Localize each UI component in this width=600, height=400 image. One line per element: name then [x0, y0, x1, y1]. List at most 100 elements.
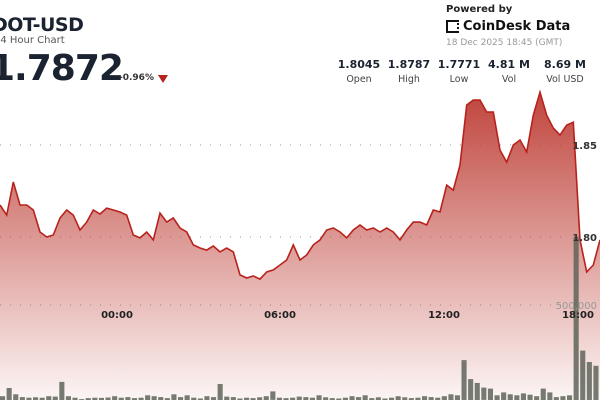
x-tick-label: 18:00 [562, 310, 594, 321]
stat-value: 1.8787 [387, 58, 431, 71]
stat-value: 1.8045 [337, 58, 381, 71]
y-tick-label: 1.80 [572, 233, 597, 244]
price-area [0, 92, 600, 400]
stat-vol: 4.81 M Vol [484, 58, 534, 85]
coindesk-logo-icon [446, 20, 459, 33]
timestamp: 18 Dec 2025 18:45 (GMT) [446, 38, 563, 48]
volume-bar [547, 392, 553, 400]
volume-bar [263, 396, 269, 400]
volume-bar [329, 398, 335, 400]
volume-bar [138, 397, 144, 400]
volume-bar [342, 397, 348, 400]
volume-bar [494, 395, 500, 400]
volume-bar [296, 396, 302, 400]
volume-bar [474, 382, 480, 400]
brand-block: Powered by CoinDesk Data 18 Dec 2025 18:… [446, 4, 596, 48]
volume-bar [336, 398, 342, 400]
volume-bar [33, 397, 39, 400]
volume-bar [197, 398, 203, 400]
volume-bar [501, 392, 507, 400]
volume-bar [6, 388, 12, 400]
volume-bar [375, 397, 381, 400]
volume-bar [178, 397, 184, 400]
volume-bar [507, 394, 513, 400]
volume-bar [59, 381, 65, 400]
volume-bar [481, 387, 487, 400]
volume-tick-label: 500,000 [556, 301, 597, 312]
price-line [0, 89, 600, 281]
volume-bar [118, 397, 124, 400]
stat-label: Low [449, 74, 469, 85]
volume-bar [316, 395, 322, 400]
x-tick-label: 12:00 [428, 310, 460, 321]
volume-bar [270, 391, 276, 400]
volume-bar [250, 398, 256, 400]
y-tick-label: 1.85 [572, 141, 597, 152]
volume-bar [402, 397, 408, 400]
volume-bar [125, 397, 131, 400]
volume-bar [39, 397, 45, 400]
volume-bar [540, 388, 546, 400]
volume-bar [191, 397, 197, 400]
volume-bar [468, 379, 474, 400]
volume-bar [389, 397, 395, 400]
volume-bar [527, 394, 533, 400]
volume-bar [290, 397, 296, 400]
volume-bar [92, 397, 98, 400]
volume-bar [105, 397, 111, 400]
stat-label: Vol [501, 74, 517, 85]
volume-bar [244, 397, 250, 400]
volume-bar [487, 388, 493, 400]
chart-title: DOT-USD [0, 14, 84, 36]
volume-bar [0, 396, 6, 400]
volume-bar [586, 362, 592, 400]
volume-bar [98, 397, 104, 400]
volume-bar [580, 350, 586, 400]
volume-bar [224, 396, 230, 400]
volume-bar [72, 397, 78, 400]
x-tick-label: 06:00 [264, 310, 296, 321]
volume-bar [534, 396, 540, 400]
volume-bar [382, 398, 388, 400]
volume-bar [454, 395, 460, 400]
volume-bar [26, 397, 32, 400]
current-price: 1.7872 [0, 48, 124, 89]
stat-label: Open [346, 74, 372, 85]
volume-bar [217, 384, 223, 400]
brand-name: CoinDesk Data [463, 19, 571, 34]
volume-bar [52, 396, 58, 400]
stat-label: High [398, 74, 420, 85]
volume-bar [204, 396, 210, 400]
volume-bar [422, 396, 428, 400]
volume-bar [356, 397, 362, 400]
volume-bar [435, 397, 441, 400]
volume-bar [560, 396, 566, 400]
volume-bar [237, 398, 243, 400]
volume-bar [184, 395, 190, 400]
brand-logo: CoinDesk Data [446, 19, 570, 34]
volume-bar [158, 397, 164, 400]
volume-bar [573, 236, 579, 400]
volume-bar [520, 393, 526, 400]
volume-bar [283, 398, 289, 400]
price-change: -0.96% [119, 73, 154, 83]
volume-bar [461, 360, 467, 400]
volume-bar [131, 398, 137, 400]
volume-bar [395, 396, 401, 400]
volume-bar [514, 395, 520, 400]
volume-bar [408, 398, 414, 400]
down-arrow-icon [158, 75, 168, 83]
volume-bar [567, 395, 573, 400]
volume-bar [441, 396, 447, 400]
volume-bar [65, 396, 71, 400]
powered-by-label: Powered by [446, 4, 513, 15]
volume-bar [303, 397, 309, 400]
volume-bar [171, 394, 177, 400]
volume-bar [276, 397, 282, 400]
volume-bar [369, 398, 375, 400]
volume-bar [46, 396, 52, 400]
volume-bar [13, 394, 19, 400]
volume-bar [349, 396, 355, 400]
volume-bar [164, 398, 170, 400]
